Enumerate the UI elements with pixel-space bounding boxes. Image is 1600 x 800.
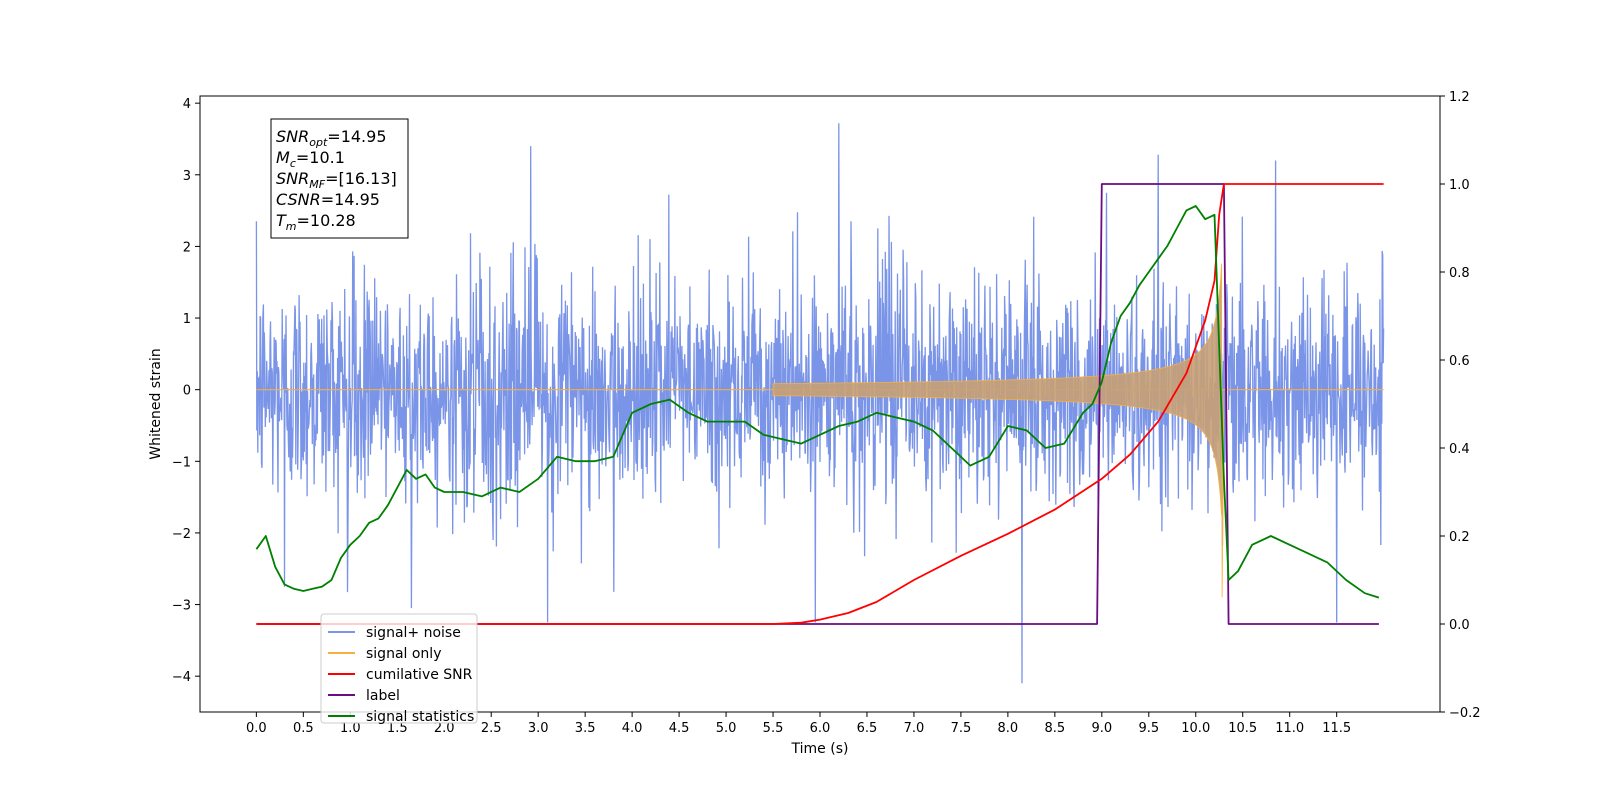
annotation-line: SNRopt=14.95 [276, 127, 387, 149]
legend-label: signal statistics [366, 709, 474, 725]
x-tick-label: 7.5 [951, 721, 972, 736]
y-tick-label: −2 [172, 527, 191, 542]
x-tick-label: 4.5 [669, 721, 690, 736]
x-tick-label: 5.0 [716, 721, 737, 736]
x-tick-label: 9.5 [1138, 721, 1159, 736]
y-tick-label: −3 [172, 599, 191, 614]
x-axis-ticks: 0.0 0.5 1.0 1.5 2.0 2.5 3.0 3.5 4.0 4.5 5.0 5.5 6.0 6… [246, 712, 1351, 736]
right-y-tick-label: 1.0 [1449, 178, 1470, 193]
annotation-line: Tm=10.28 [276, 211, 356, 233]
y-tick-label: 4 [183, 97, 191, 112]
x-tick-label: 9.0 [1091, 721, 1112, 736]
y-tick-label: 0 [183, 384, 191, 399]
signal-only-chirp [772, 263, 1225, 598]
y-tick-label: 1 [183, 312, 191, 327]
legend-label: cumilative SNR [366, 667, 473, 683]
x-tick-label: 4.0 [622, 721, 643, 736]
legend-label: signal+ noise [366, 625, 461, 641]
y-axis-ticks: 4 3 2 1 0 −1 −2 −3 −4 [172, 97, 200, 685]
x-tick-label: 10.0 [1181, 721, 1210, 736]
right-y-tick-label: 0.2 [1449, 530, 1470, 545]
signal-noise-series [255, 123, 1385, 684]
signal-only-series [256, 263, 1384, 598]
legend-label: label [366, 688, 400, 704]
legend-label: signal only [366, 646, 441, 662]
x-tick-label: 10.5 [1228, 721, 1257, 736]
y-tick-label: 3 [183, 169, 191, 184]
x-tick-label: 0.0 [246, 721, 267, 736]
right-y-tick-label: −0.2 [1449, 706, 1481, 721]
x-tick-label: 11.5 [1322, 721, 1351, 736]
x-tick-label: 1.5 [387, 721, 408, 736]
signal-statistics-line [255, 205, 1380, 599]
y-tick-label: 2 [183, 240, 191, 255]
y-axis-label: Whitened strain [148, 348, 164, 459]
x-tick-label: 11.0 [1275, 721, 1304, 736]
annotation-box: SNRopt=14.95Mc=10.1SNRMF=[16.13]CSNR=14.… [270, 118, 409, 239]
x-tick-label: 2.0 [434, 721, 455, 736]
right-y-axis-ticks: 1.2 1.0 0.8 0.6 0.4 0.2 0.0 −0.2 [1440, 90, 1481, 721]
x-tick-label: 6.0 [810, 721, 831, 736]
right-y-tick-label: 0.0 [1449, 618, 1470, 633]
legend-frame [320, 613, 478, 724]
right-axis-series [255, 183, 1384, 625]
annotation-line: CSNR=14.95 [276, 190, 380, 209]
x-tick-label: 6.5 [857, 721, 878, 736]
x-tick-label: 8.0 [998, 721, 1019, 736]
x-tick-label: 3.0 [528, 721, 549, 736]
signal-noise-line [255, 123, 1385, 684]
right-y-tick-label: 0.4 [1449, 442, 1470, 457]
annotation-line: SNRMF=[16.13] [276, 169, 397, 191]
annotation-frame [270, 118, 409, 239]
x-axis-label: Time (s) [791, 741, 849, 757]
x-tick-label: 3.5 [575, 721, 596, 736]
cumilative-snr-line [256, 183, 1384, 625]
right-y-tick-label: 0.8 [1449, 266, 1470, 281]
x-tick-label: 2.5 [481, 721, 502, 736]
right-y-tick-label: 0.6 [1449, 354, 1470, 369]
x-tick-label: 7.0 [904, 721, 925, 736]
y-tick-label: −1 [172, 455, 191, 470]
x-tick-label: 5.5 [763, 721, 784, 736]
annotation-line: Mc=10.1 [276, 148, 345, 170]
label-line [256, 183, 1379, 625]
legend: signal+ noise signal only cumilative SNR la… [320, 613, 478, 725]
x-tick-label: 8.5 [1045, 721, 1066, 736]
y-tick-label: −4 [172, 670, 191, 685]
right-y-tick-label: 1.2 [1449, 90, 1470, 105]
x-tick-label: 1.0 [340, 721, 361, 736]
x-tick-label: 0.5 [293, 721, 314, 736]
